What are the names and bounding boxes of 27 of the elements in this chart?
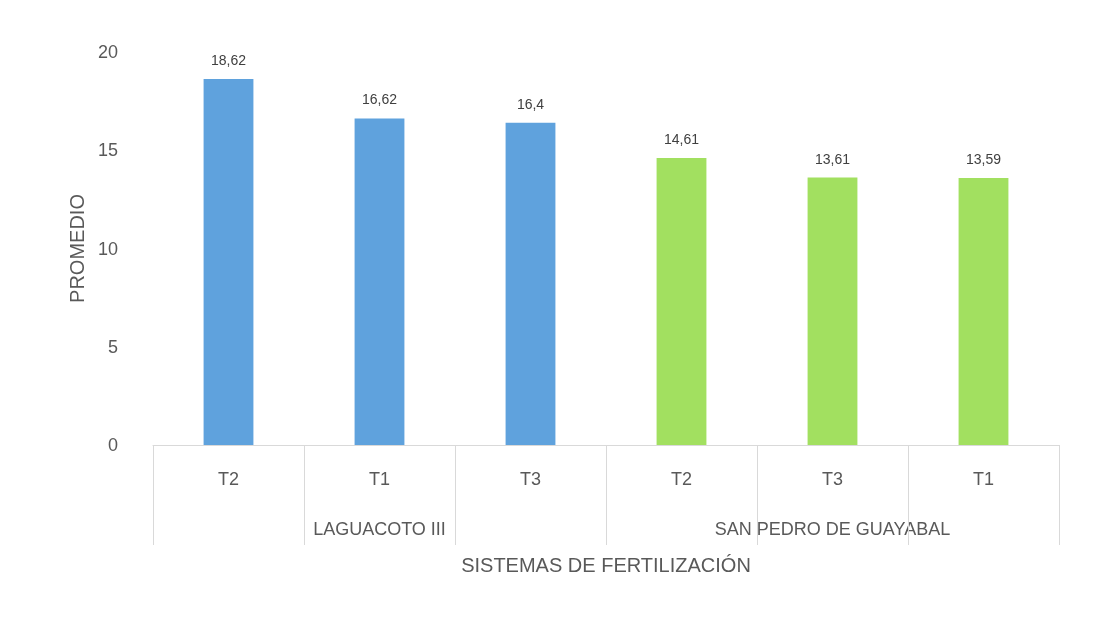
data-label: 14,61 <box>663 130 700 147</box>
text: SAN PEDRO DE GUAYABAL <box>714 519 951 539</box>
x-tick-label: T3 <box>519 469 542 489</box>
bar <box>203 79 254 445</box>
bar <box>807 177 858 445</box>
bar <box>354 118 405 445</box>
bar <box>958 177 1009 445</box>
y-tick-label: 0 <box>107 435 118 455</box>
x-tick-label: T2 <box>217 469 240 489</box>
x-tick-label: T1 <box>972 469 995 489</box>
data-label: 16,62 <box>361 91 398 108</box>
y-axis-title: PROMEDIO <box>66 194 89 303</box>
y-tick-label: 15 <box>97 140 118 161</box>
data-label: 13,61 <box>814 150 851 167</box>
data-label: 18,62 <box>210 52 247 69</box>
x-tick-label: T2 <box>670 469 693 489</box>
data-label: 13,59 <box>965 150 1002 167</box>
y-tick-label: 20 <box>97 42 118 62</box>
bar <box>656 157 707 445</box>
bar <box>505 122 556 445</box>
y-tick-label: 10 <box>97 238 118 259</box>
x-axis-title: SISTEMAS DE FERTILIZACIÓN <box>461 554 751 576</box>
y-tick-label: 5 <box>107 336 118 357</box>
x-tick-label: T3 <box>821 469 844 489</box>
data-label: 16,4 <box>516 95 545 112</box>
x-tick-label: T1 <box>368 469 391 489</box>
text: LAGUACOTO III <box>313 519 446 539</box>
